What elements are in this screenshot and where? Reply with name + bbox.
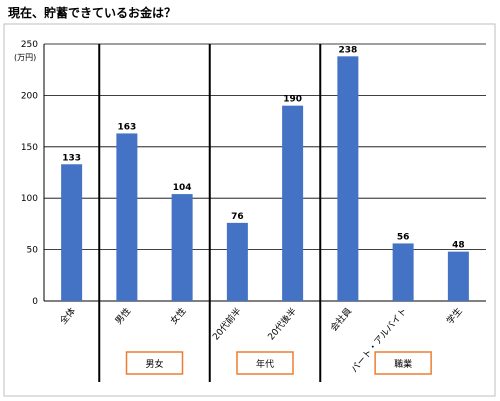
- bar-5: [337, 56, 359, 301]
- group-box: [236, 351, 294, 375]
- y-tick-label: 200: [21, 91, 38, 101]
- group-label: 男女: [145, 358, 163, 370]
- chart-title: 現在、貯蓄できているお金は？: [8, 6, 177, 20]
- data-label: 76: [231, 212, 244, 222]
- bar-4: [282, 105, 304, 302]
- y-tick-label: 100: [21, 194, 38, 204]
- data-label: 133: [62, 153, 81, 163]
- data-label: 48: [452, 241, 465, 251]
- bar-3: [226, 222, 248, 301]
- group-label: 年代: [256, 358, 274, 370]
- group-label: 職業: [394, 358, 412, 370]
- data-label: 56: [397, 232, 410, 242]
- data-label: 238: [338, 45, 357, 55]
- bar-7: [447, 251, 469, 301]
- bar-6: [392, 243, 414, 301]
- y-tick-label: 0: [32, 297, 38, 307]
- bar-1: [116, 133, 138, 301]
- y-tick-label: 250: [21, 40, 38, 50]
- data-label: 163: [117, 122, 136, 132]
- group-box: [374, 351, 432, 375]
- group-box: [125, 351, 184, 375]
- chart-frame: [3, 23, 496, 397]
- bar-0: [61, 164, 83, 301]
- y-axis-unit: (万円): [14, 53, 36, 62]
- y-tick-label: 150: [21, 143, 38, 153]
- data-label: 104: [173, 183, 192, 193]
- data-label: 190: [283, 95, 302, 105]
- y-tick-label: 50: [27, 246, 39, 256]
- bar-2: [171, 194, 193, 301]
